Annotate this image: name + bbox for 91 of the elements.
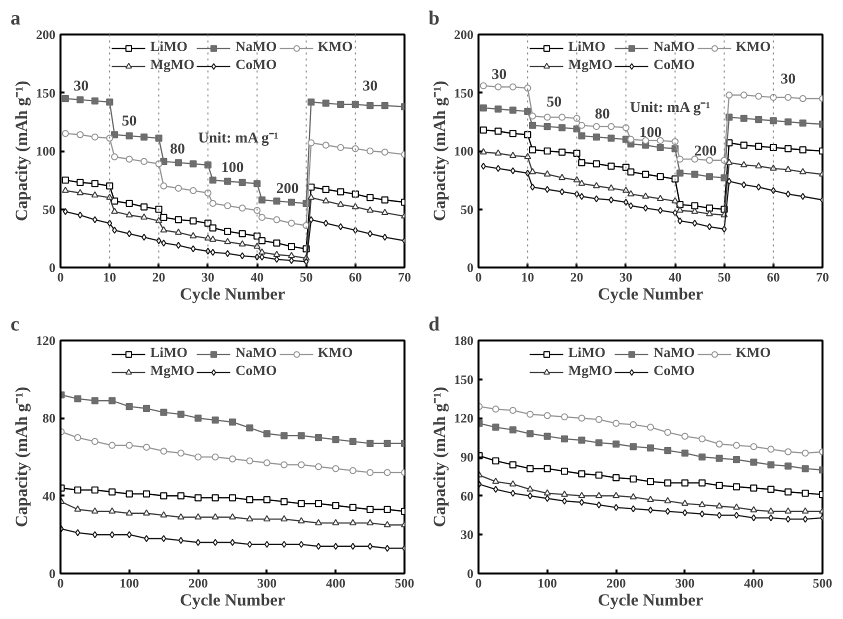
legend-label: KMO <box>318 346 353 362</box>
y-tick-label: 120 <box>36 333 56 348</box>
x-tick-label: 60 <box>766 270 780 284</box>
x-tick-label: 10 <box>521 270 534 284</box>
chart-title: d <box>428 314 440 336</box>
annotation: 50 <box>122 113 137 130</box>
annotation: 30 <box>362 78 378 94</box>
legend-label: CoMO <box>654 58 695 74</box>
x-axis-title: Cycle Number <box>598 590 704 610</box>
y-tick-label: 50 <box>460 202 474 217</box>
x-tick-label: 20 <box>570 270 584 284</box>
x-tick-label: 50 <box>300 270 313 284</box>
legend-label: CoMO <box>236 364 277 380</box>
y-tick-label: 60 <box>460 488 474 504</box>
y-tick-label: 0 <box>49 566 56 581</box>
legend-label: LiMO <box>568 40 606 56</box>
y-axis-title: Capacity (mAh g⁻¹) <box>12 80 31 222</box>
x-tick-label: 300 <box>257 576 277 590</box>
y-tick-label: 180 <box>454 333 474 348</box>
annotation: 100 <box>221 160 244 176</box>
chart-title: c <box>10 314 20 336</box>
x-tick-label: 20 <box>152 270 166 284</box>
y-tick-label: 200 <box>36 27 56 42</box>
x-tick-label: 100 <box>538 576 558 590</box>
y-tick-label: 200 <box>454 27 474 42</box>
legend-label: KMO <box>318 40 353 56</box>
x-tick-label: 200 <box>606 576 626 590</box>
x-axis-title: Cycle Number <box>180 284 286 304</box>
x-tick-label: 70 <box>816 270 829 284</box>
annotation: 80 <box>594 106 610 122</box>
annotation: 80 <box>170 141 185 158</box>
annotation: Unit: mA g⁻¹ <box>630 100 710 116</box>
legend-label: NaMO <box>654 40 695 56</box>
y-tick-label: 0 <box>49 260 56 275</box>
annotation: 30 <box>74 78 89 94</box>
x-tick-label: 60 <box>348 270 362 284</box>
annotation: 30 <box>492 66 507 83</box>
legend-label: CoMO <box>654 364 695 380</box>
x-tick-label: 40 <box>250 270 264 284</box>
x-tick-label: 400 <box>326 576 346 590</box>
annotation: 100 <box>639 125 662 142</box>
y-tick-label: 150 <box>454 85 474 100</box>
y-tick-label: 50 <box>42 202 56 217</box>
legend-label: KMO <box>736 346 771 362</box>
y-axis-title: Capacity (mAh g⁻¹) <box>430 386 449 528</box>
y-axis-title: Capacity (mAh g⁻¹) <box>430 80 449 222</box>
y-tick-label: 40 <box>42 488 56 504</box>
legend-label: LiMO <box>150 346 188 362</box>
legend-label: MgMO <box>150 364 195 380</box>
y-tick-label: 120 <box>454 410 474 426</box>
y-tick-label: 150 <box>454 372 474 387</box>
legend-label: KMO <box>736 40 771 56</box>
x-tick-label: 500 <box>394 576 414 590</box>
annotation: 200 <box>694 144 717 160</box>
x-tick-label: 70 <box>398 270 411 284</box>
chart-title: a <box>10 8 20 30</box>
chart-title: b <box>428 8 440 30</box>
legend-label: NaMO <box>236 40 277 56</box>
x-tick-label: 100 <box>120 576 140 590</box>
legend-label: LiMO <box>568 346 606 362</box>
legend-label: NaMO <box>654 346 695 362</box>
legend-label: NaMO <box>236 346 277 362</box>
y-tick-label: 100 <box>36 144 56 158</box>
y-tick-label: 80 <box>42 410 56 426</box>
x-tick-label: 30 <box>619 270 632 284</box>
legend-label: CoMO <box>236 58 277 74</box>
x-tick-label: 40 <box>668 270 682 284</box>
y-tick-label: 0 <box>467 260 474 275</box>
annotation: 200 <box>276 180 299 197</box>
x-tick-label: 50 <box>718 270 731 284</box>
x-tick-label: 400 <box>744 576 764 590</box>
x-tick-label: 200 <box>188 576 208 590</box>
x-tick-label: 300 <box>675 576 695 590</box>
annotation: 30 <box>780 71 796 88</box>
y-tick-label: 100 <box>454 144 474 158</box>
x-tick-label: 10 <box>103 270 116 284</box>
y-tick-label: 0 <box>467 566 474 581</box>
y-tick-label: 150 <box>36 85 56 100</box>
annotation: 50 <box>546 94 562 111</box>
legend-label: MgMO <box>568 58 613 74</box>
y-tick-label: 30 <box>460 527 474 542</box>
y-axis-title: Capacity (mAh g⁻¹) <box>12 386 31 528</box>
annotation: Unit: mA g⁻¹ <box>198 130 278 146</box>
y-tick-label: 90 <box>460 450 474 464</box>
x-axis-title: Cycle Number <box>180 590 286 610</box>
legend-label: MgMO <box>568 364 613 380</box>
legend-label: LiMO <box>150 40 188 56</box>
x-axis-title: Cycle Number <box>598 284 704 304</box>
legend-label: MgMO <box>150 58 195 74</box>
x-tick-label: 500 <box>812 576 832 590</box>
x-tick-label: 30 <box>201 270 214 284</box>
